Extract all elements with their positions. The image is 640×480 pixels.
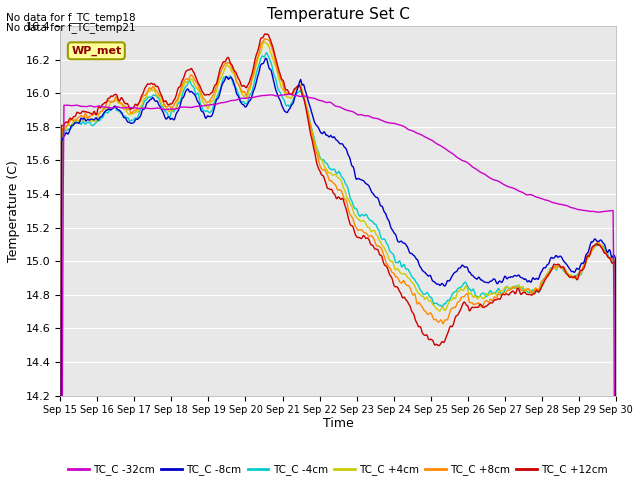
Y-axis label: Temperature (C): Temperature (C) [7,160,20,262]
Title: Temperature Set C: Temperature Set C [267,7,410,22]
Text: No data for f_TC_temp18: No data for f_TC_temp18 [6,12,136,23]
Text: No data for f_TC_temp21: No data for f_TC_temp21 [6,22,136,33]
Legend: TC_C -32cm, TC_C -8cm, TC_C -4cm, TC_C +4cm, TC_C +8cm, TC_C +12cm: TC_C -32cm, TC_C -8cm, TC_C -4cm, TC_C +… [64,460,612,480]
X-axis label: Time: Time [323,417,353,430]
Text: WP_met: WP_met [71,46,122,56]
